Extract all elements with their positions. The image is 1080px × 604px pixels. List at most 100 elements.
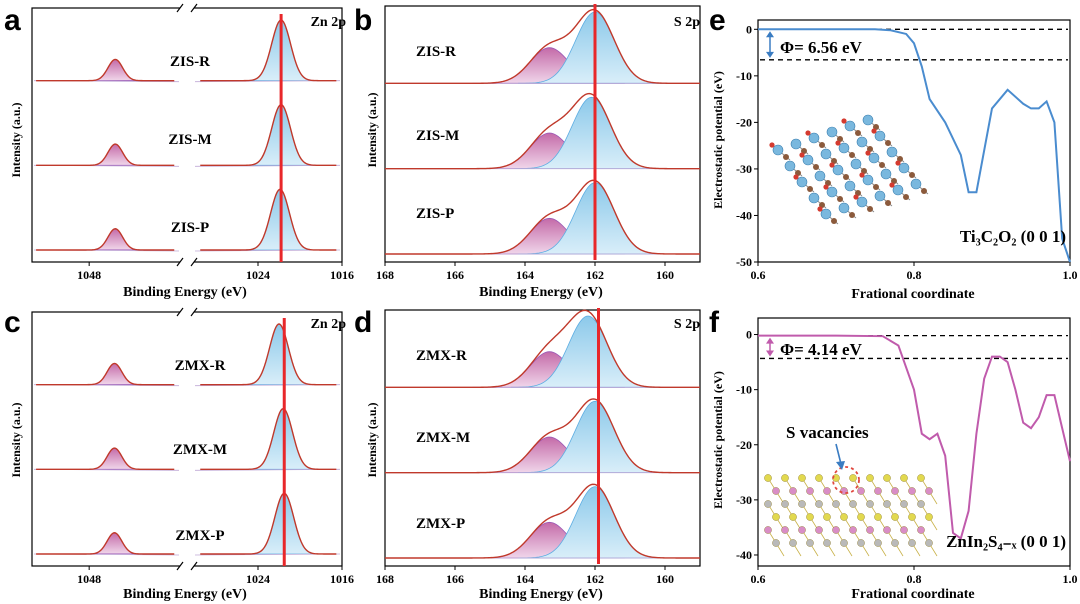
- panel-label-c: c: [4, 306, 21, 339]
- x-tick-label: 164: [516, 572, 534, 586]
- panel-b-sample-label-3: ZIS-P: [416, 206, 454, 222]
- panel-f-work-function: Φ= 4.14 eV: [780, 340, 863, 359]
- o-atom: [817, 206, 823, 212]
- atom: [781, 500, 789, 508]
- plot-frame: [384, 309, 701, 567]
- x-tick-label: 1024: [246, 572, 270, 586]
- fit-envelope-ZIS-M: [200, 103, 337, 167]
- y-tick-label: -10: [736, 69, 752, 83]
- zn-main-component: [243, 188, 316, 251]
- atom: [806, 539, 814, 547]
- s-vacancies-label: S vacancies: [786, 423, 869, 442]
- panel-d-sample-label-1: ZMX-R: [416, 348, 467, 364]
- atom: [840, 539, 848, 547]
- ti-atom: [874, 130, 886, 142]
- zn-main-component: [242, 323, 315, 386]
- ti-atom: [868, 152, 880, 164]
- atom: [908, 487, 916, 495]
- fit-envelope-ZMX-R: [385, 309, 700, 389]
- fit-envelope-ZMX-P: [385, 483, 700, 559]
- s-vacancy-arrow-head: [836, 461, 845, 470]
- fit-envelope-ZIS-P: [385, 179, 700, 255]
- panel-f-xlabel: Frational coordinate: [851, 587, 974, 602]
- x-tick-label: 164: [516, 268, 534, 282]
- atom: [883, 500, 891, 508]
- axis-break-mark: [190, 3, 198, 13]
- c-atom: [879, 162, 885, 168]
- x-tick-label: 160: [656, 268, 674, 282]
- ti-atom: [862, 174, 874, 186]
- atom: [832, 526, 840, 534]
- atom: [815, 474, 823, 482]
- ti-atom: [820, 148, 832, 160]
- atom: [874, 487, 882, 495]
- y-tick-label: -50: [736, 255, 752, 269]
- fit-envelope-ZIS-R: [200, 19, 337, 82]
- ti-atom: [838, 202, 850, 214]
- panel-b-xlabel: Binding Energy (eV): [479, 285, 603, 300]
- panel-d-sample-label-3: ZMX-P: [416, 516, 465, 532]
- atom: [789, 513, 797, 521]
- ti-atom: [814, 170, 826, 182]
- panel-a-xlabel: Binding Energy (eV): [123, 285, 247, 300]
- panel-c-sample-label-2: ZMX-M: [173, 442, 227, 458]
- phi-arrow-head-down: [766, 350, 774, 357]
- panel-b-sample-label-1: ZIS-R: [416, 44, 456, 60]
- atom: [917, 500, 925, 508]
- ti-atom: [802, 154, 814, 166]
- x-tick-label: 1024: [246, 268, 270, 282]
- atom: [900, 474, 908, 482]
- panel-c-sample-label-1: ZMX-R: [175, 358, 226, 374]
- y-tick-label: -30: [736, 162, 752, 176]
- atom: [891, 513, 899, 521]
- atom: [849, 474, 857, 482]
- atom: [866, 500, 874, 508]
- y-tick-label: -40: [736, 548, 752, 562]
- panel-a-corner-label: Zn 2p: [311, 15, 347, 30]
- ti-atom: [892, 184, 904, 196]
- atom: [883, 526, 891, 534]
- ti-atom: [880, 168, 892, 180]
- panel-e-ylabel: Electrostatic potential (eV): [711, 71, 725, 209]
- o-atom: [805, 130, 811, 136]
- zn-satellite-component: [91, 532, 140, 555]
- zn-main-component: [246, 408, 319, 470]
- atom: [925, 513, 933, 521]
- x-tick-label: 1048: [77, 268, 101, 282]
- atom: [849, 526, 857, 534]
- ti-atom: [808, 132, 820, 144]
- panel-label-f: f: [709, 306, 720, 339]
- ti-atom: [850, 158, 862, 170]
- atom: [900, 500, 908, 508]
- atom: [781, 526, 789, 534]
- atom: [917, 474, 925, 482]
- panel-a-sample-label-1: ZIS-R: [170, 54, 210, 70]
- o-atom: [829, 162, 835, 168]
- panel-a-zn2p: 1048 1024 1016: [31, 2, 354, 282]
- c-atom: [849, 212, 855, 218]
- x-tick-label: 0.6: [751, 572, 766, 586]
- o-atom: [799, 152, 805, 158]
- atom: [806, 487, 814, 495]
- ti-atom: [844, 120, 856, 132]
- ti-atom: [826, 126, 838, 138]
- atom: [891, 487, 899, 495]
- ti-atom: [844, 180, 856, 192]
- atom: [823, 513, 831, 521]
- atom: [772, 539, 780, 547]
- fit-envelope-ZIS-R: [36, 58, 175, 82]
- fit-envelope-ZMX-P: [200, 492, 337, 555]
- atom: [823, 487, 831, 495]
- x-tick-label: 0.8: [907, 572, 922, 586]
- panel-label-b: b: [354, 4, 372, 37]
- ti-atom: [910, 178, 922, 190]
- c-atom: [921, 188, 927, 194]
- y-tick-label: -40: [736, 208, 752, 222]
- o-atom: [823, 184, 829, 190]
- panel-f-potential: 0 -10 -20 -30 -40 0.6 0.8 1.0: [736, 317, 1078, 586]
- x-tick-label: 0.6: [751, 268, 766, 282]
- ti-atom: [820, 208, 832, 220]
- o-atom: [871, 128, 877, 134]
- ti-atom: [838, 142, 850, 154]
- y-tick-label: -20: [736, 115, 752, 129]
